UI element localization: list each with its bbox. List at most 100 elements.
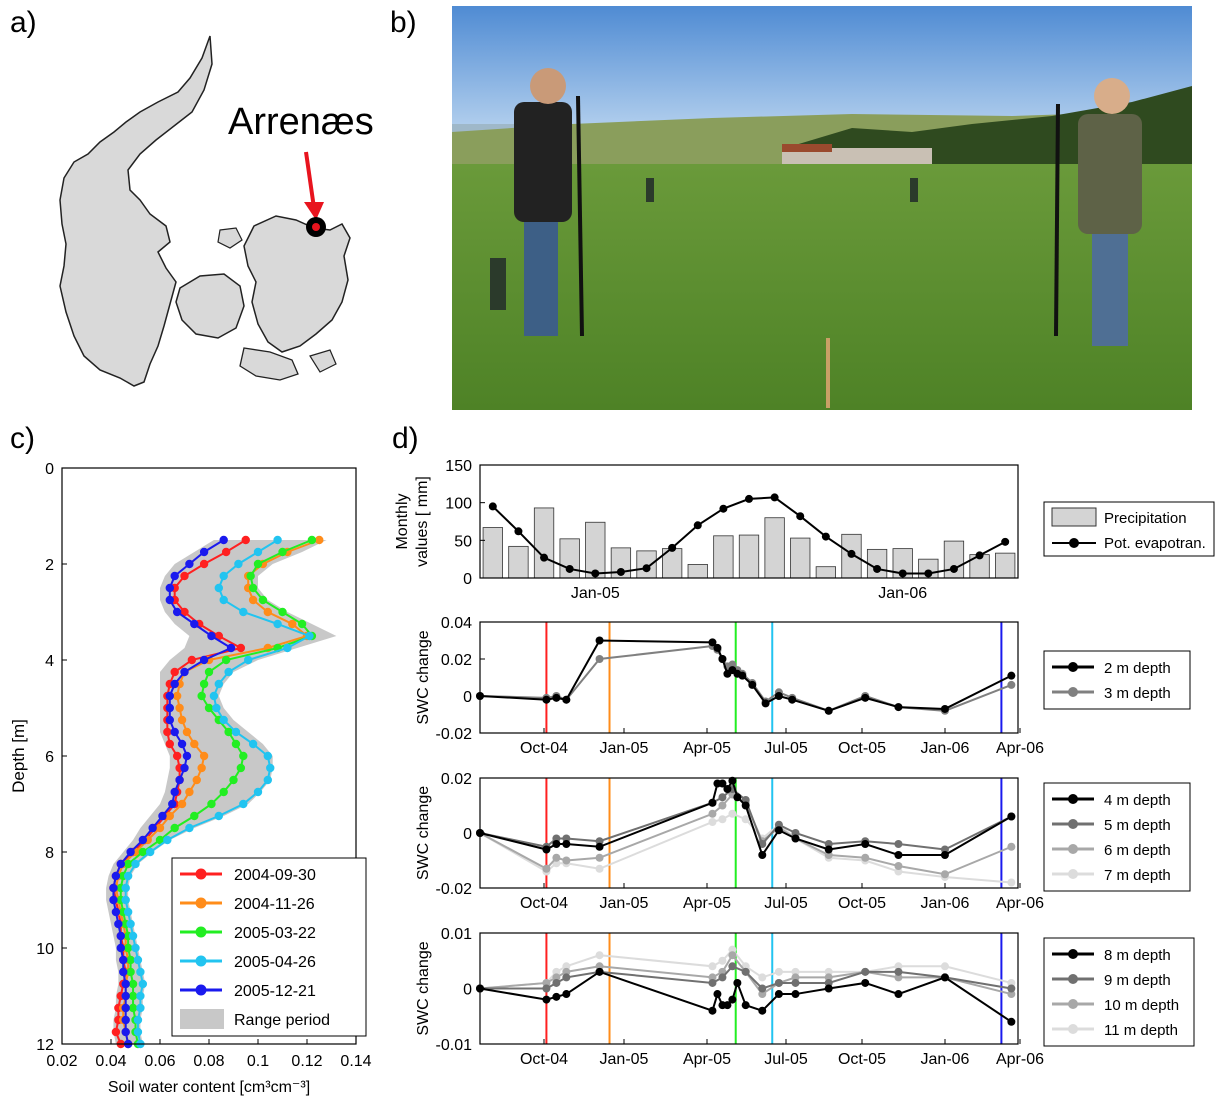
data-point-4 m depth <box>542 845 551 854</box>
data-point-6 m depth <box>824 851 833 859</box>
legend-label: 10 m depth <box>1104 997 1179 1014</box>
data-point-2005-03-22 <box>248 583 258 593</box>
x-tick-label: 0.04 <box>95 1053 126 1070</box>
data-point-4 m depth <box>774 826 783 835</box>
data-point-5 m depth <box>894 840 903 848</box>
data-point-9 m depth <box>824 978 833 987</box>
data-point-8 m depth <box>595 967 604 976</box>
data-point-2005-03-22 <box>246 571 255 581</box>
person-right-jacket <box>1078 114 1142 234</box>
data-point-4 m depth <box>708 798 717 807</box>
data-point-10 m depth <box>728 951 737 960</box>
data-point-2005-04-26 <box>253 547 263 557</box>
data-point-2004-11-26 <box>172 691 182 701</box>
data-point-2005-12-21 <box>175 775 184 785</box>
data-point-9 m depth <box>861 967 870 976</box>
data-point-7 m depth <box>1007 878 1016 887</box>
data-point-6 m depth <box>1007 842 1016 851</box>
data-point-11 m depth <box>718 956 727 965</box>
data-point-11 m depth <box>728 945 737 954</box>
x-tick-label: 0.02 <box>46 1053 77 1070</box>
data-point-8 m depth <box>774 990 783 999</box>
data-point-2004-11-26 <box>185 787 194 797</box>
data-point-9 m depth <box>774 978 783 987</box>
data-point-2005-04-26 <box>239 607 248 617</box>
farm-buildings <box>782 148 932 166</box>
data-point-2005-12-21 <box>190 619 199 629</box>
data-point-2004-09-30 <box>165 739 174 749</box>
data-point-2005-12-21 <box>165 715 174 725</box>
small-island <box>309 349 337 373</box>
person-left-jacket <box>514 102 572 222</box>
access-tube <box>910 178 918 202</box>
farm-roof <box>782 144 832 152</box>
data-point-2005-04-26 <box>128 931 138 941</box>
y-tick-label: 0 <box>463 826 472 843</box>
legend-marker <box>195 897 207 909</box>
precipitation-bar <box>533 507 555 579</box>
data-point-6 m depth <box>552 853 561 862</box>
x-tick-label: Apr-06 <box>996 1051 1044 1068</box>
data-point-2005-12-21 <box>170 571 179 581</box>
data-point-2005-12-21 <box>168 799 177 809</box>
data-point-2004-09-30 <box>111 1027 121 1037</box>
data-point-2005-04-26 <box>263 775 272 785</box>
data-point-9 m depth <box>708 978 717 987</box>
data-point-2005-03-22 <box>253 559 263 569</box>
data-point-2005-04-26 <box>266 763 275 773</box>
data-point-4 m depth <box>552 840 561 848</box>
evapotranspiration-point <box>642 564 651 573</box>
data-point-2005-03-22 <box>190 811 199 821</box>
data-point-2005-04-26 <box>133 955 143 965</box>
data-point-6 m depth <box>542 864 551 873</box>
evapotranspiration-point <box>565 564 574 573</box>
y-tick-label: 100 <box>445 496 472 513</box>
data-point-11 m depth <box>894 962 903 971</box>
data-point-5 m depth <box>741 796 750 804</box>
y-tick-label: 6 <box>45 749 54 766</box>
y-tick-label: 2 <box>45 557 54 574</box>
data-point-8 m depth <box>708 1006 717 1015</box>
data-point-2005-04-26 <box>131 859 140 869</box>
data-point-2 m depth <box>713 643 722 652</box>
data-point-2005-12-21 <box>121 1015 130 1025</box>
data-point-11 m depth <box>708 962 717 971</box>
series-line-4 m depth <box>479 778 1012 858</box>
data-point-2005-12-21 <box>121 1027 130 1037</box>
data-point-2004-11-26 <box>197 763 206 773</box>
data-point-4 m depth <box>791 834 800 843</box>
legend-label: 2005-12-21 <box>234 983 316 1000</box>
data-point-2004-11-26 <box>182 727 192 737</box>
evapotranspiration-point <box>770 493 779 502</box>
data-point-2005-03-22 <box>231 739 241 749</box>
field-photo-svg <box>452 6 1192 410</box>
y-tick-label: 8 <box>45 845 54 862</box>
panel-label-d: d) <box>392 422 419 455</box>
data-point-2005-03-22 <box>197 691 206 701</box>
precipitation-bar <box>738 534 760 579</box>
data-point-2005-03-22 <box>138 847 148 857</box>
data-point-2005-12-21 <box>199 655 209 665</box>
depth-profile-chart: 0.02 0.04 0.06 0.08 0.1 0.12 0.14 0 2 4 6 8 10 12 Soil… <box>9 461 372 1096</box>
legend-label: 6 m depth <box>1104 842 1171 859</box>
data-point-2004-11-26 <box>190 739 199 749</box>
small-island <box>217 227 243 249</box>
data-point-2005-03-22 <box>204 667 214 677</box>
data-point-10 m depth <box>894 973 903 982</box>
data-point-11 m depth <box>824 967 833 976</box>
data-point-5 m depth <box>718 793 727 802</box>
data-point-10 m depth <box>708 973 717 982</box>
data-point-7 m depth <box>718 815 727 824</box>
data-point-2005-12-21 <box>111 907 121 917</box>
data-point-8 m depth <box>741 1001 750 1010</box>
x-tick-label: Oct-04 <box>520 895 568 912</box>
data-point-9 m depth <box>894 967 903 976</box>
x-tick-label: 0.08 <box>193 1053 224 1070</box>
data-point-10 m depth <box>542 978 551 987</box>
data-point-4 m depth <box>894 851 903 859</box>
map-location-label: Arrenæs <box>228 101 374 143</box>
data-point-11 m depth <box>774 967 783 976</box>
legend-marker <box>1069 538 1079 548</box>
data-point-9 m depth <box>791 978 800 987</box>
legend-marker <box>1068 1024 1078 1034</box>
